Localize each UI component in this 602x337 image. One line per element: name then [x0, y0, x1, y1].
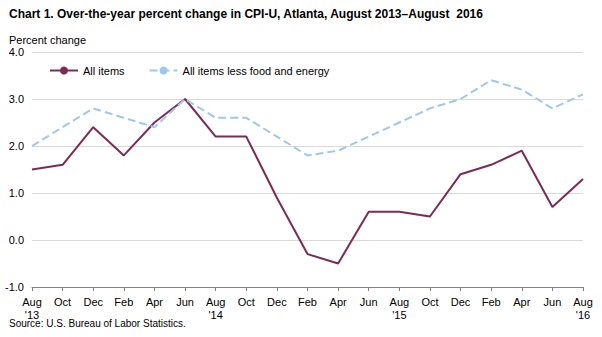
svg-text:Source: U.S. Bureau of Labor S: Source: U.S. Bureau of Labor Statistics. — [9, 318, 186, 329]
svg-text:Chart 1. Over-the-year percent: Chart 1. Over-the-year percent change in… — [9, 7, 483, 21]
svg-text:Dec: Dec — [267, 296, 287, 308]
svg-text:-1.0: -1.0 — [5, 281, 24, 293]
svg-text:Aug: Aug — [390, 296, 410, 308]
svg-text:Dec: Dec — [451, 296, 471, 308]
svg-text:Apr: Apr — [146, 296, 163, 308]
svg-text:Percent change: Percent change — [9, 34, 86, 46]
svg-text:Oct: Oct — [421, 296, 438, 308]
svg-text:0.0: 0.0 — [9, 234, 24, 246]
svg-text:Feb: Feb — [114, 296, 133, 308]
svg-text:4.0: 4.0 — [9, 46, 24, 58]
svg-text:Jun: Jun — [176, 296, 194, 308]
svg-text:Dec: Dec — [83, 296, 103, 308]
svg-text:Oct: Oct — [54, 296, 71, 308]
svg-text:All items less food and energy: All items less food and energy — [183, 65, 330, 77]
svg-text:Jun: Jun — [544, 296, 562, 308]
svg-text:Aug: Aug — [22, 296, 42, 308]
svg-text:'14: '14 — [208, 309, 222, 321]
svg-text:1.0: 1.0 — [9, 187, 24, 199]
svg-text:Oct: Oct — [238, 296, 255, 308]
svg-text:Feb: Feb — [298, 296, 317, 308]
svg-text:'13: '13 — [24, 308, 40, 321]
svg-text:Aug: Aug — [206, 296, 226, 308]
svg-text:2.0: 2.0 — [9, 140, 24, 152]
svg-text:Aug: Aug — [573, 296, 593, 308]
svg-text:All items: All items — [83, 65, 125, 77]
svg-text:'15: '15 — [392, 309, 406, 321]
svg-text:'16: '16 — [576, 309, 590, 321]
svg-text:3.0: 3.0 — [9, 93, 24, 105]
svg-text:Apr: Apr — [513, 296, 530, 308]
svg-text:Apr: Apr — [330, 296, 347, 308]
svg-text:Feb: Feb — [482, 296, 501, 308]
svg-text:Jun: Jun — [360, 296, 378, 308]
